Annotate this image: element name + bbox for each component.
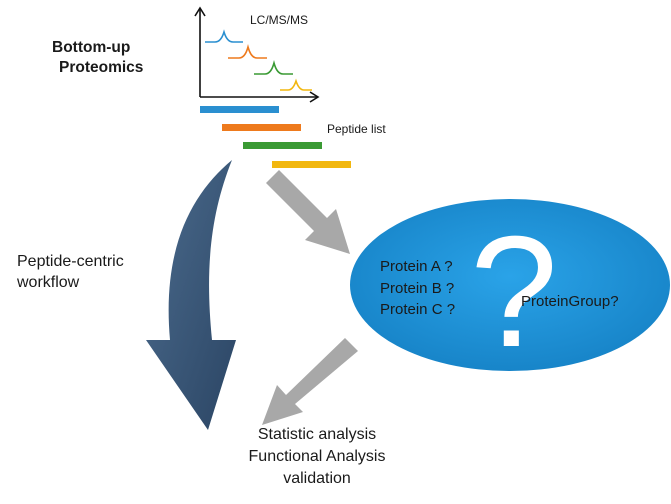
chromatogram-x-axis-arrowhead [309,91,320,103]
chromatogram: LC/MS/MS [194,6,320,103]
protein-c-label: Protein C ? [380,301,455,318]
chromatogram-peak-4 [280,78,312,91]
question-mark-glyph: ? [470,204,558,380]
title-line-2: Proteomics [59,59,143,76]
workflow-label-line-1: Peptide-centric [17,253,124,270]
workflow-label-line-2: workflow [16,274,80,291]
chromatogram-peak-1 [205,29,243,43]
peptide-bar-2 [222,124,301,131]
output-line-1: Statistic analysis [258,426,376,443]
protein-b-label: Protein B ? [380,280,454,297]
protein-to-output-arrow [262,338,358,425]
output-line-3: validation [283,470,351,487]
chromatogram-peak-2 [228,43,267,59]
chromatogram-y-axis-arrowhead [194,6,206,17]
peptide-list: Peptide list [200,106,386,168]
protein-group-label: ProteinGroup? [521,293,619,310]
peptide-list-label: Peptide list [327,122,386,136]
protein-a-label: Protein A ? [380,258,453,275]
output-line-2: Functional Analysis [249,448,386,465]
peptide-centric-arrow [146,160,236,430]
title-line-1: Bottom-up [52,39,130,56]
chromatogram-peak-3 [254,59,293,75]
peptide-bar-4 [272,161,351,168]
peptide-to-protein-arrow [266,170,350,254]
peptide-bar-1 [200,106,279,113]
chromatogram-label: LC/MS/MS [250,13,308,27]
protein-inference-ellipse [350,199,670,371]
peptide-bar-3 [243,142,322,149]
